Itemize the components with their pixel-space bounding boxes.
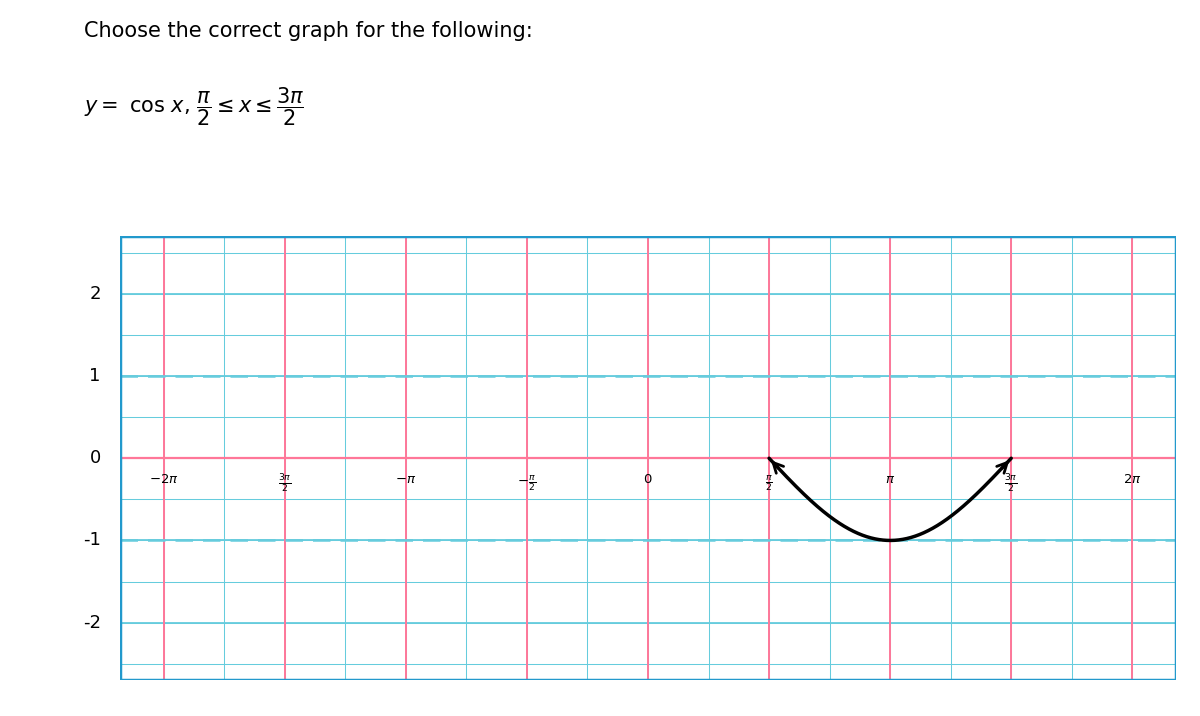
Text: 1: 1 xyxy=(89,367,101,385)
Text: -1: -1 xyxy=(83,531,101,549)
Text: $-\frac{\pi}{2}$: $-\frac{\pi}{2}$ xyxy=(517,473,536,493)
Text: Choose the correct graph for the following:: Choose the correct graph for the followi… xyxy=(84,21,533,42)
Text: $y=$ cos $x$, $\dfrac{\pi}{2} \leq x \leq \dfrac{3\pi}{2}$: $y=$ cos $x$, $\dfrac{\pi}{2} \leq x \le… xyxy=(84,86,304,128)
Text: 2: 2 xyxy=(89,285,101,303)
Text: $2\pi$: $2\pi$ xyxy=(1123,473,1141,486)
Text: $\frac{3\pi}{2}$: $\frac{3\pi}{2}$ xyxy=(1004,473,1018,495)
Text: $0$: $0$ xyxy=(643,473,653,486)
Text: $-\pi$: $-\pi$ xyxy=(395,473,416,486)
Text: $-2\pi$: $-2\pi$ xyxy=(149,473,179,486)
Text: $\frac{\pi}{2}$: $\frac{\pi}{2}$ xyxy=(766,473,773,493)
Text: $\pi$: $\pi$ xyxy=(886,473,895,486)
Text: 0: 0 xyxy=(90,449,101,468)
Text: $\frac{3\pi}{2}$: $\frac{3\pi}{2}$ xyxy=(278,473,292,495)
Text: -2: -2 xyxy=(83,614,101,632)
